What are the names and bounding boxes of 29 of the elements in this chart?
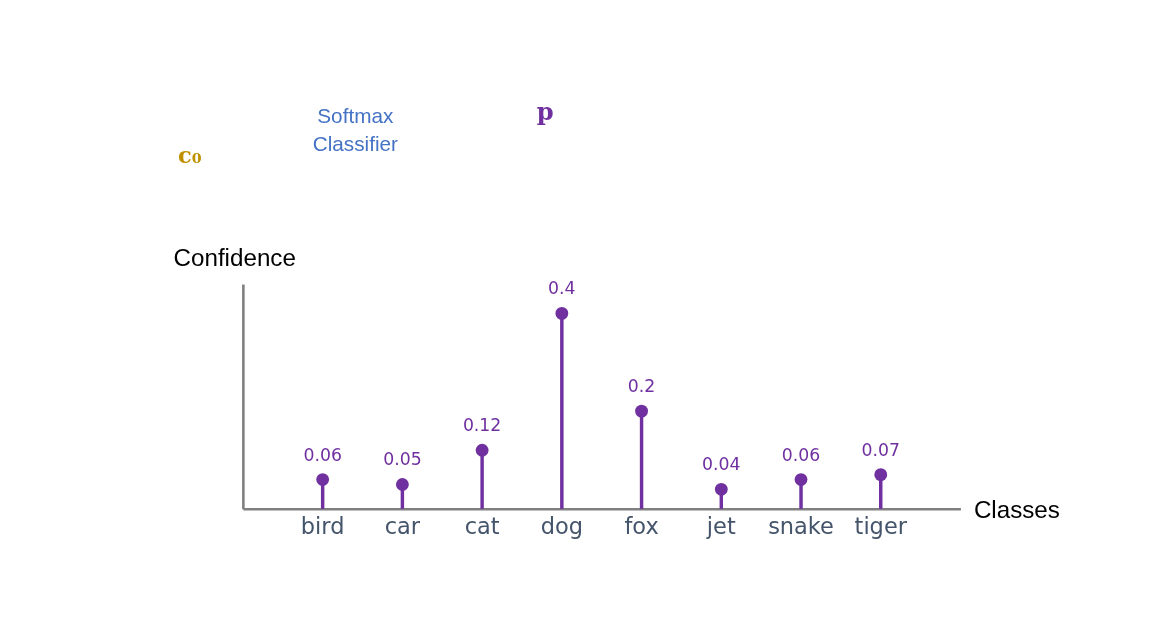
point (874, 468, 888, 482)
point (714, 482, 728, 496)
text: p (536, 96, 554, 126)
x-tick-label: fox (624, 513, 659, 540)
data-label: 0.2 (627, 376, 656, 397)
x-tick-label: dog (540, 513, 583, 540)
y-axis-title: Confidence (173, 244, 296, 272)
text: Softmax Classifier (312, 104, 399, 155)
data-label: 0.06 (781, 444, 821, 465)
x-tick-label: jet (705, 513, 736, 540)
data-label: 0.12 (462, 415, 502, 436)
x-tick-label: bird (300, 513, 345, 540)
text: c₀ (178, 142, 202, 169)
data-label: 0.04 (702, 454, 741, 475)
x-tick-label: car (384, 513, 421, 540)
data-label: 0.4 (548, 278, 576, 299)
x-tick-label: cat (464, 513, 500, 540)
point (555, 307, 569, 320)
data-label: 0.07 (861, 439, 900, 460)
point (475, 443, 489, 457)
x-tick-label: snake (768, 513, 834, 540)
data-label: 0.06 (303, 444, 342, 465)
x-tick-label: tiger (854, 513, 908, 540)
point (395, 478, 409, 491)
point (794, 473, 808, 486)
point (635, 404, 648, 418)
x-axis-title: Classes (973, 495, 1060, 523)
point (316, 473, 330, 486)
data-label: 0.05 (383, 449, 422, 470)
